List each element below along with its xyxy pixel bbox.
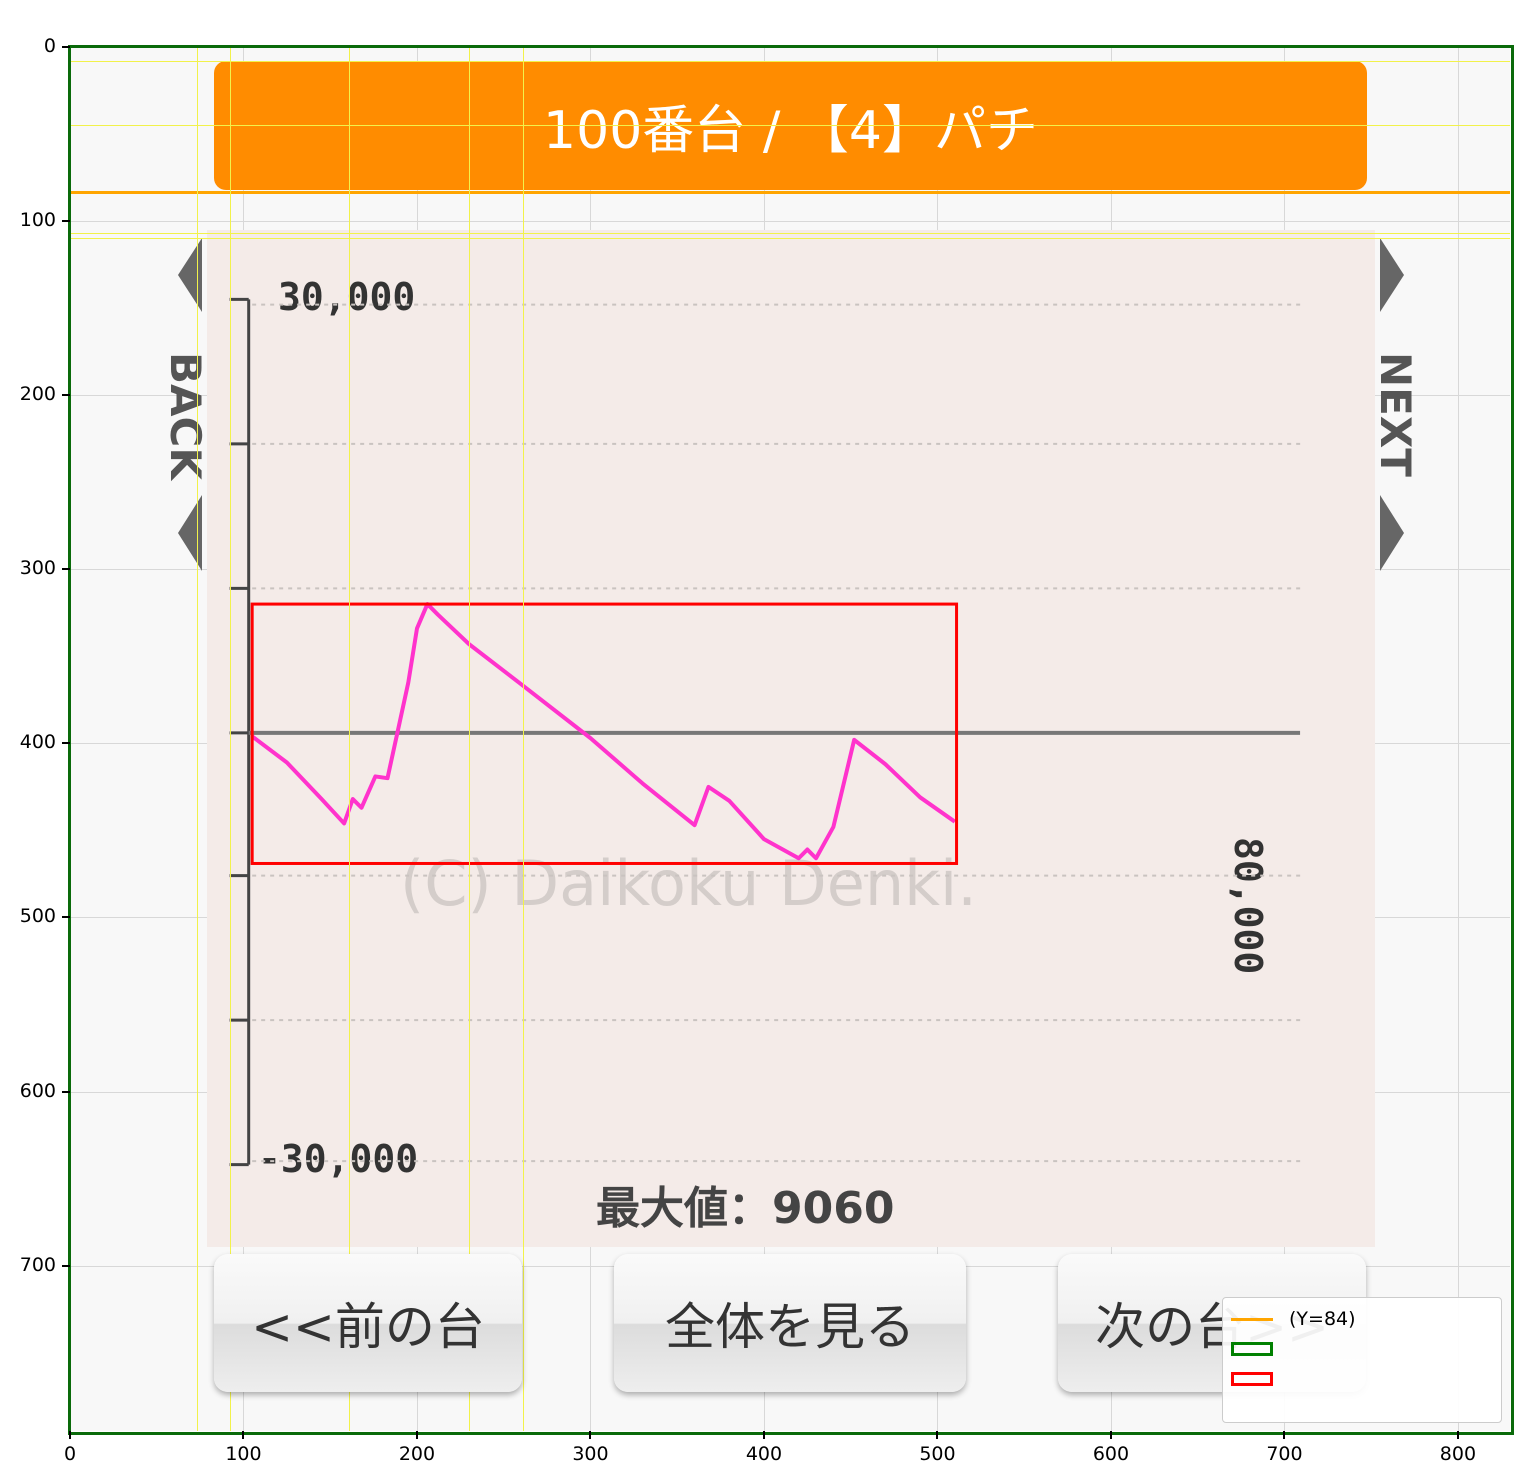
guide-line-v xyxy=(229,47,231,1431)
x-tick-mark xyxy=(415,1431,418,1439)
x-tick-label: 800 xyxy=(1439,1443,1477,1465)
legend-item-header-line: (Y=84) xyxy=(1231,1306,1356,1332)
graph-bounding-box xyxy=(250,602,959,865)
y-tick-mark xyxy=(62,1264,70,1267)
y-tick-label: 700 xyxy=(19,1253,56,1276)
grid-line-x xyxy=(1457,47,1459,1431)
guide-line-v xyxy=(522,47,524,1431)
x-tick-label: 0 xyxy=(63,1443,77,1465)
x-tick-mark xyxy=(589,1431,592,1439)
y-tick-mark xyxy=(62,1090,70,1093)
legend-green-swatch xyxy=(1231,1342,1273,1356)
max-value: 最大値：9060 xyxy=(596,1183,895,1234)
legend-red-swatch xyxy=(1231,1372,1273,1386)
x-tick-mark xyxy=(1283,1431,1286,1439)
slump-graph-panel xyxy=(207,230,1375,1247)
legend-item-graph-box xyxy=(1231,1366,1289,1392)
x-tick-label: 300 xyxy=(572,1443,609,1465)
slump-graph xyxy=(229,297,1302,1167)
legend: (Y=84) xyxy=(1222,1297,1502,1423)
copyright-watermark: (C) Daikoku Denki. xyxy=(400,847,977,920)
x-tick-label: 200 xyxy=(398,1443,436,1465)
guide-line-v xyxy=(196,47,198,1431)
y-tick-mark xyxy=(62,742,70,745)
y-max-label: 30,000 xyxy=(278,275,416,319)
view-all-button[interactable]: 全体を見る xyxy=(614,1254,966,1392)
y-tick-label: 500 xyxy=(19,905,56,928)
guide-line-h xyxy=(70,233,1510,235)
guide-line-h xyxy=(70,238,1510,240)
header-title: 100番台 / 【4】パチ xyxy=(543,101,1038,161)
view-all-label: 全体を見る xyxy=(665,1298,915,1356)
y-tick-label: 100 xyxy=(19,209,56,232)
x-tick-mark xyxy=(1456,1431,1459,1439)
y-tick-mark xyxy=(62,46,70,48)
y-tick-mark xyxy=(62,220,70,223)
y-tick-label: 0 xyxy=(43,35,56,57)
guide-line-v xyxy=(469,47,471,1431)
y-tick-label: 600 xyxy=(19,1079,56,1102)
legend-line-swatch xyxy=(1231,1317,1273,1321)
guide-line-v xyxy=(349,47,351,1431)
guide-line-h xyxy=(70,125,1510,127)
slump-line xyxy=(250,602,956,861)
grid-line-y xyxy=(70,221,1510,223)
x-tick-mark xyxy=(762,1431,765,1439)
x-tick-label: 500 xyxy=(919,1443,956,1465)
x-tick-label: 700 xyxy=(1266,1443,1303,1465)
y-tick-label: 400 xyxy=(19,731,56,754)
y-tick-mark xyxy=(62,916,70,919)
x-tick-label: 100 xyxy=(225,1443,262,1465)
legend-label: (Y=84) xyxy=(1289,1308,1356,1330)
plot-axes: 100番台 / 【4】パチ BACK NEXT (C) Daikoku Denk… xyxy=(70,47,1510,1431)
header-boundary-line xyxy=(70,191,1510,194)
y-tick-label: 200 xyxy=(19,383,56,406)
y-tick-mark xyxy=(62,394,70,397)
prev-machine-label: <<前の台 xyxy=(251,1298,485,1356)
x-tick-label: 600 xyxy=(1092,1443,1130,1465)
prev-machine-button[interactable]: <<前の台 xyxy=(214,1254,522,1392)
x-tick-mark xyxy=(1109,1431,1112,1439)
x-tick-mark xyxy=(69,1431,71,1439)
legend-item-boundary xyxy=(1231,1336,1289,1362)
y-min-label: -30,000 xyxy=(258,1137,419,1181)
y-tick-mark xyxy=(62,568,70,571)
x-tick-label: 400 xyxy=(745,1443,783,1465)
y-tick-label: 300 xyxy=(19,557,56,580)
x-tick-mark xyxy=(936,1431,939,1439)
guide-line-h xyxy=(70,60,1510,62)
x-tick-mark xyxy=(242,1431,245,1439)
